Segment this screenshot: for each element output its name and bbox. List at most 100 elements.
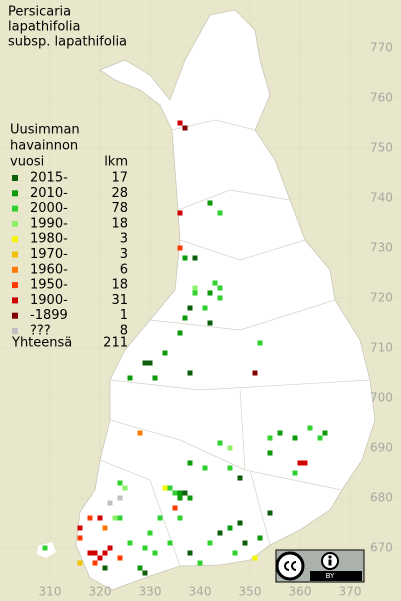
record-square: [122, 485, 128, 491]
legend-count: 18: [111, 278, 128, 293]
record-square: [192, 290, 198, 296]
total-count: 211: [103, 336, 128, 351]
license-badge: BY: [275, 549, 365, 583]
record-square: [217, 440, 223, 446]
legend-label: 2015-: [30, 171, 68, 186]
record-square: [152, 375, 158, 381]
record-square: [257, 535, 263, 541]
x-axis-label: 340: [189, 585, 212, 599]
record-square: [217, 530, 223, 536]
record-square: [112, 515, 118, 521]
record-square: [187, 370, 193, 376]
legend-count: 3: [120, 232, 128, 247]
record-square: [182, 125, 188, 131]
cc-letters: [284, 561, 297, 571]
record-square: [182, 255, 188, 261]
legend-label: 1990-: [30, 216, 68, 231]
record-square: [277, 430, 283, 436]
record-square: [302, 460, 308, 466]
legend-count: 28: [111, 186, 128, 201]
record-square: [97, 555, 103, 561]
record-square: [87, 550, 93, 556]
y-axis-label: 670: [370, 541, 393, 555]
record-square: [147, 360, 153, 366]
record-square: [192, 255, 198, 261]
record-square: [77, 535, 83, 541]
record-square: [92, 560, 98, 566]
title-line: lapathifolia: [8, 20, 80, 35]
record-square: [157, 515, 163, 521]
legend-heading: havainnon: [10, 139, 78, 154]
legend-swatch: [12, 175, 18, 181]
record-square: [202, 305, 208, 311]
record-square: [187, 550, 193, 556]
record-square: [257, 340, 263, 346]
legend-label: 2010-: [30, 186, 68, 201]
record-square: [227, 445, 233, 451]
license-text: BY: [326, 572, 335, 580]
record-square: [207, 200, 213, 206]
y-axis-label: 700: [370, 391, 393, 405]
legend-swatch: [12, 205, 18, 212]
record-square: [177, 490, 183, 496]
legend-count: 31: [111, 293, 128, 308]
legend-count: 6: [120, 262, 128, 277]
record-square: [167, 540, 173, 546]
by-body: [328, 559, 332, 566]
y-axis-label: 710: [370, 341, 393, 355]
cc-icon: [275, 551, 305, 581]
record-square: [292, 435, 298, 441]
record-square: [152, 550, 158, 556]
record-square: [127, 540, 133, 546]
record-square: [177, 245, 183, 251]
record-square: [207, 290, 213, 296]
legend-label: 2000-: [30, 201, 68, 216]
record-square: [217, 210, 223, 216]
record-square: [162, 350, 168, 356]
record-square: [102, 565, 108, 571]
record-square: [267, 510, 273, 516]
record-square: [212, 280, 218, 286]
record-square: [252, 555, 258, 561]
record-square: [162, 485, 168, 491]
x-axis-label: 360: [289, 585, 312, 599]
record-square: [42, 545, 48, 551]
record-square: [202, 465, 208, 471]
record-square: [177, 330, 183, 336]
record-square: [97, 515, 103, 521]
region-borders: [99, 119, 371, 567]
legend-count: 78: [111, 201, 128, 216]
records: [42, 120, 328, 576]
record-square: [142, 570, 148, 576]
record-square: [117, 480, 123, 486]
record-square: [77, 560, 83, 566]
record-square: [117, 555, 123, 561]
legend-swatch: [12, 297, 18, 304]
legend-heading: Uusimman: [10, 123, 80, 138]
legend-label: 1980-: [30, 232, 68, 247]
legend-heading: vuosi: [10, 155, 44, 170]
record-square: [232, 550, 238, 556]
legend-label: 1900-: [30, 293, 68, 308]
legend-label: 1960-: [30, 262, 68, 277]
record-square: [297, 460, 303, 466]
record-square: [102, 525, 108, 531]
legend-swatch: [12, 328, 18, 334]
record-square: [172, 490, 178, 496]
record-square: [267, 435, 273, 441]
legend-swatch: [12, 220, 18, 227]
record-square: [292, 470, 298, 476]
record-square: [182, 315, 188, 321]
record-square: [207, 540, 213, 546]
record-square: [227, 525, 233, 531]
record-square: [107, 545, 113, 551]
record-square: [107, 500, 113, 506]
record-square: [187, 495, 193, 501]
x-axis-label: 350: [239, 585, 262, 599]
y-axis-label: 750: [370, 141, 393, 155]
legend-label: ???: [30, 324, 51, 339]
record-square: [197, 560, 203, 566]
record-square: [137, 430, 143, 436]
title-line: Persicaria: [8, 5, 71, 20]
record-square: [317, 435, 323, 441]
